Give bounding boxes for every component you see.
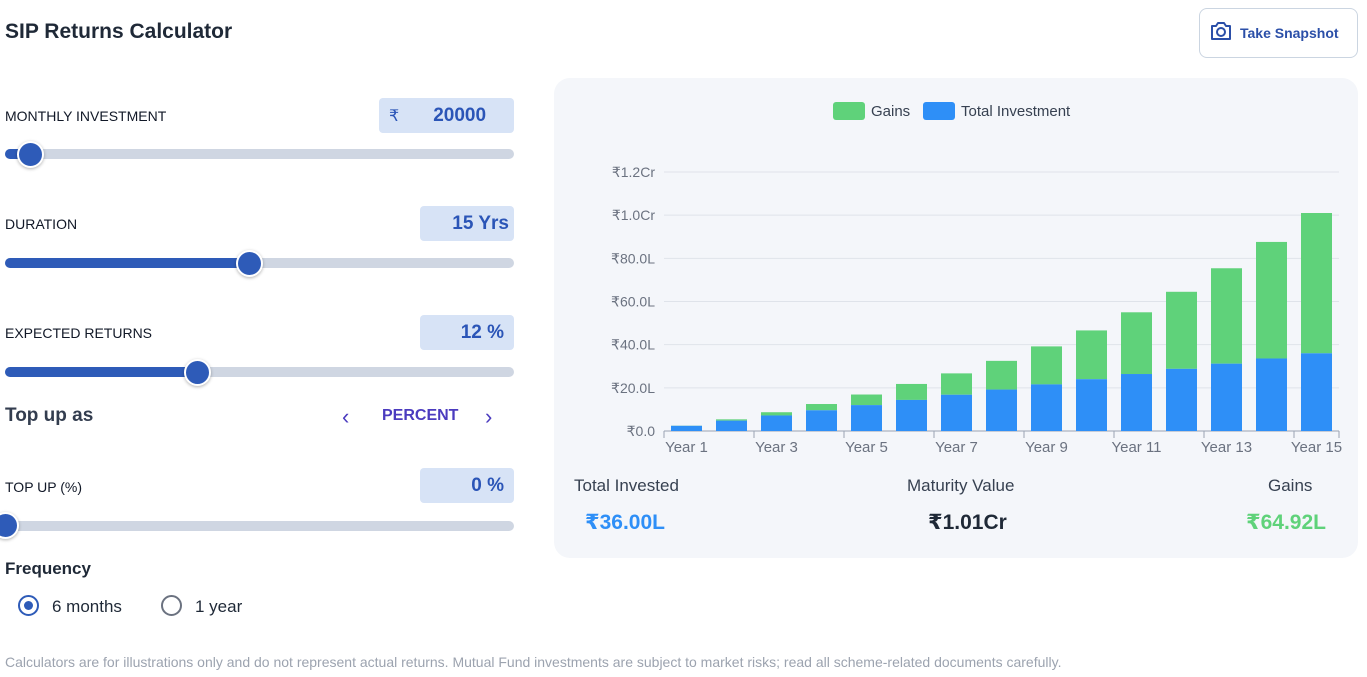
gains-value: ₹64.92L (1246, 511, 1326, 534)
bar-gains[interactable] (716, 419, 747, 421)
slider-thumb[interactable] (17, 141, 44, 168)
bar-gains[interactable] (806, 404, 837, 411)
y-tick-label: ₹40.0L (611, 337, 655, 353)
take-snapshot-label: Take Snapshot (1240, 25, 1339, 41)
bar-gains[interactable] (851, 394, 882, 406)
duration-slider[interactable] (5, 250, 514, 277)
bar-total-investment[interactable] (941, 394, 972, 431)
slider-thumb[interactable] (184, 359, 211, 386)
x-tick-label: Year 13 (1201, 439, 1252, 456)
bar-total-investment[interactable] (716, 420, 747, 431)
total-invested-value: ₹36.00L (585, 511, 665, 534)
bar-total-investment[interactable] (1166, 368, 1197, 431)
bar-gains[interactable] (1301, 213, 1332, 354)
topup-as-label: Top up as (5, 405, 94, 426)
y-tick-label: ₹1.0Cr (612, 207, 655, 223)
bar-gains[interactable] (1256, 241, 1287, 359)
bar-total-investment[interactable] (1301, 353, 1332, 431)
legend-gains[interactable]: Gains (833, 102, 910, 120)
maturity-value-value: ₹1.01Cr (928, 511, 1007, 534)
topup-input[interactable]: 0 % (420, 468, 514, 503)
legend-total-investment[interactable]: Total Investment (923, 102, 1070, 120)
bar-total-investment[interactable] (851, 405, 882, 431)
y-tick-label: ₹20.0L (611, 380, 655, 396)
bar-gains[interactable] (896, 383, 927, 400)
monthly-investment-input[interactable]: ₹ 20000 (379, 98, 514, 133)
radio-6-months[interactable] (18, 595, 39, 616)
chevron-left-icon[interactable]: ‹ (342, 404, 350, 429)
rupee-symbol: ₹ (389, 107, 400, 125)
bar-gains[interactable] (761, 412, 792, 416)
bar-gains[interactable] (986, 360, 1017, 390)
expected-returns-slider[interactable] (5, 359, 514, 386)
x-tick-label: Year 5 (845, 439, 888, 456)
x-tick-label: Year 9 (1025, 439, 1068, 456)
expected-returns-input[interactable]: 12 % (420, 315, 514, 350)
legend-label-gains: Gains (871, 102, 911, 120)
expected-returns-value: 12 % (460, 321, 504, 343)
bar-total-investment[interactable] (761, 415, 792, 431)
legend-swatch-gains (833, 102, 865, 120)
bar-gains[interactable] (941, 373, 972, 395)
disclaimer-text: Calculators are for illustrations only a… (5, 654, 1062, 670)
bar-total-investment[interactable] (896, 399, 927, 431)
slider-fill (5, 367, 198, 377)
x-tick-label: Year 7 (935, 439, 978, 456)
topup-label: TOP UP (%) (5, 479, 83, 495)
y-tick-label: ₹60.0L (611, 294, 655, 310)
y-tick-label: ₹1.2Cr (612, 164, 655, 180)
frequency-label: Frequency (5, 559, 91, 578)
maturity-value-label: Maturity Value (907, 476, 1015, 495)
topup-mode-value: PERCENT (382, 407, 459, 424)
bar-gains[interactable] (1031, 346, 1062, 385)
chevron-right-icon[interactable]: › (485, 404, 493, 429)
expected-returns-label: EXPECTED RETURNS (5, 325, 153, 341)
radio-6-months-label[interactable]: 6 months (52, 597, 122, 616)
page-title: SIP Returns Calculator (5, 20, 233, 43)
bar-total-investment[interactable] (1121, 374, 1152, 431)
duration-input[interactable]: 15 Yrs (420, 206, 514, 241)
radio-1-year[interactable] (161, 595, 182, 616)
topup-slider[interactable] (0, 512, 514, 539)
bar-gains[interactable] (1211, 268, 1242, 364)
bar-total-investment[interactable] (806, 410, 837, 431)
monthly-investment-label: MONTHLY INVESTMENT (5, 108, 167, 124)
bar-total-investment[interactable] (1256, 358, 1287, 431)
bar-total-investment[interactable] (1031, 384, 1062, 431)
bar-total-investment[interactable] (986, 389, 1017, 431)
bar-total-investment[interactable] (671, 425, 702, 431)
slider-fill (5, 258, 250, 268)
take-snapshot-button[interactable]: Take Snapshot (1199, 8, 1358, 58)
y-tick-label: ₹80.0L (611, 250, 655, 266)
bar-gains[interactable] (1121, 312, 1152, 375)
total-invested-label: Total Invested (574, 476, 679, 495)
x-tick-label: Year 1 (665, 439, 708, 456)
bar-gains[interactable] (1166, 291, 1197, 369)
topup-value: 0 % (471, 474, 504, 496)
x-tick-label: Year 11 (1111, 439, 1161, 456)
legend-label-total-investment: Total Investment (961, 102, 1071, 120)
slider-thumb[interactable] (0, 512, 19, 539)
duration-value: 15 Yrs (452, 212, 509, 234)
bar-total-investment[interactable] (1211, 363, 1242, 431)
duration-label: DURATION (5, 216, 78, 232)
camera-icon (1210, 21, 1232, 46)
x-tick-label: Year 3 (755, 439, 798, 456)
slider-thumb[interactable] (236, 250, 263, 277)
legend-swatch-total-investment (923, 102, 955, 120)
returns-bar-chart: ₹0.0 ₹20.0L ₹40.0L ₹60.0L ₹80.0L ₹1.0Cr ₹1.2Cr… (611, 164, 1342, 456)
x-tick-label: Year 15 (1291, 439, 1342, 456)
y-tick-label: ₹0.0 (627, 423, 656, 439)
monthly-investment-value: 20000 (433, 104, 487, 126)
gains-label: Gains (1268, 476, 1313, 495)
monthly-investment-slider[interactable] (5, 141, 514, 168)
bar-gains[interactable] (1076, 330, 1107, 380)
radio-1-year-label[interactable]: 1 year (195, 597, 243, 616)
bar-total-investment[interactable] (1076, 379, 1107, 431)
